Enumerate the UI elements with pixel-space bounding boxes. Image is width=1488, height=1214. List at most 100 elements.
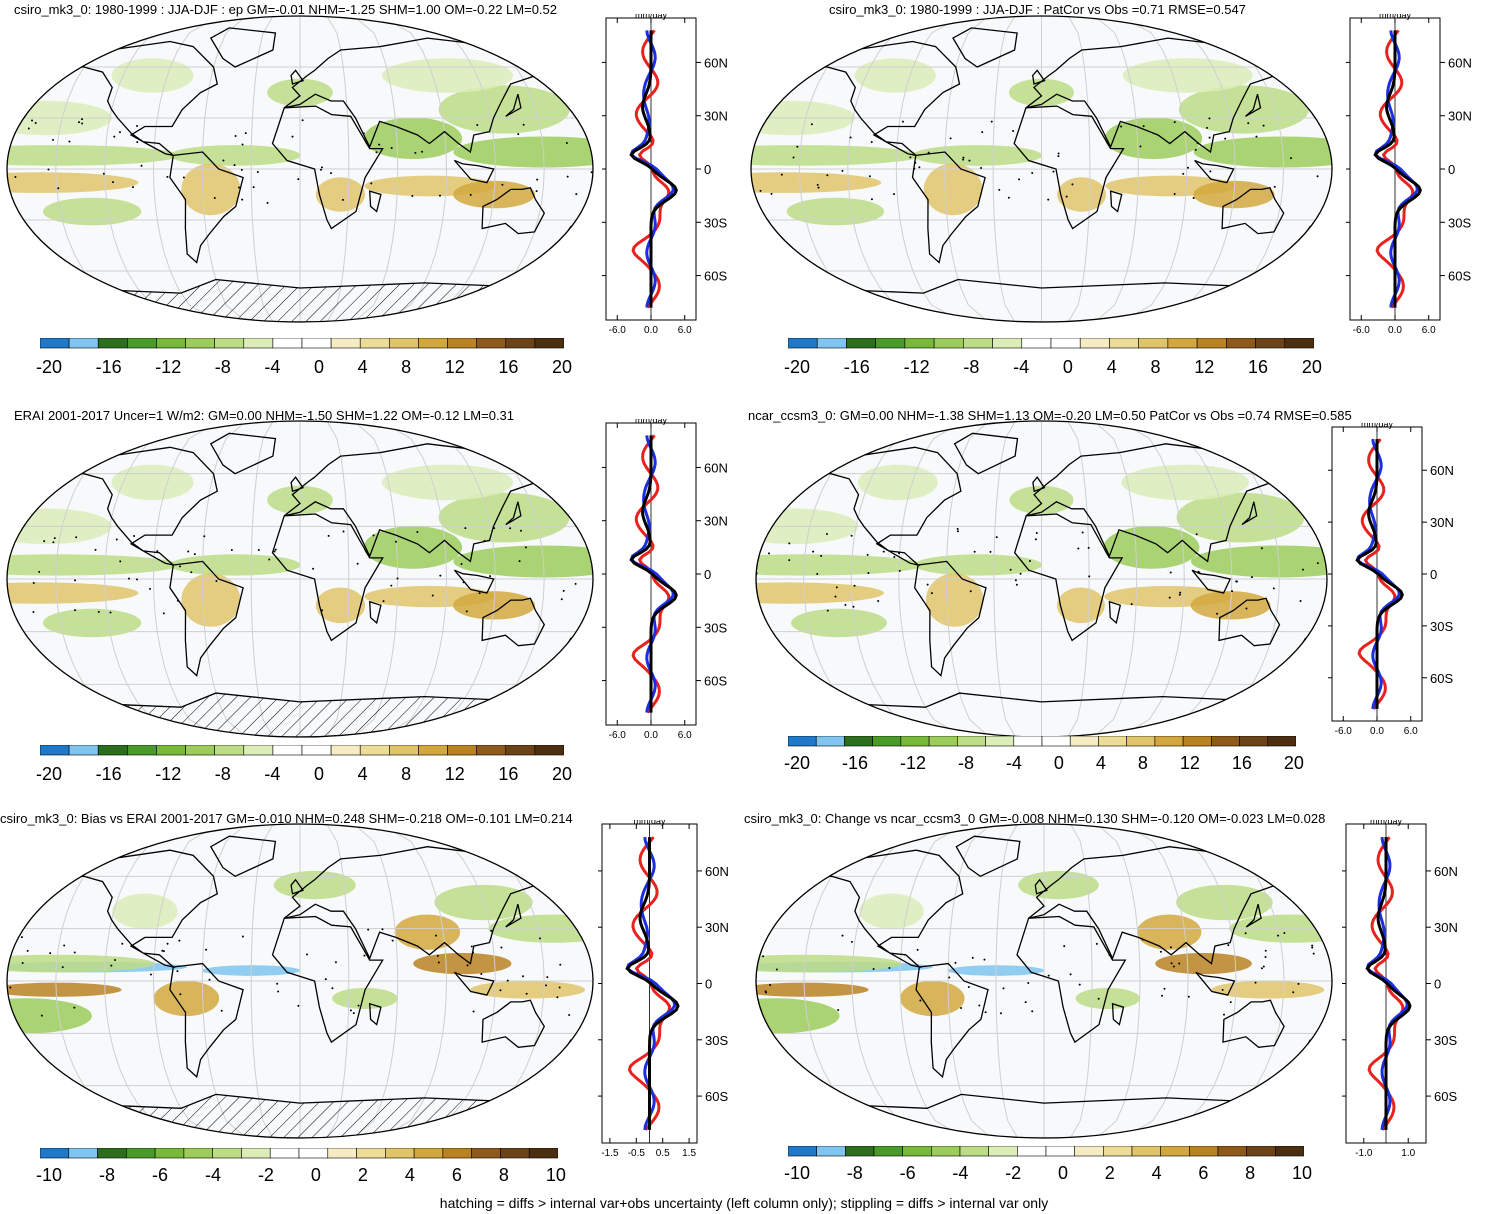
colorbar-swatch xyxy=(156,745,186,756)
colorbar-swatch xyxy=(269,1148,300,1159)
anomaly-patch xyxy=(1103,526,1200,569)
colorbar-label: 8 xyxy=(1137,753,1148,773)
zonal-unit-label: mm/day xyxy=(633,820,666,826)
colorbar-swatch xyxy=(1275,1146,1304,1157)
coastline xyxy=(271,915,384,1044)
colorbar-swatch xyxy=(40,745,70,756)
colorbar-label: 0 xyxy=(313,357,324,377)
world-map xyxy=(6,823,594,1139)
colorbar-swatch xyxy=(442,1148,472,1159)
coastline xyxy=(952,27,1018,68)
colorbar-swatch xyxy=(845,1146,875,1157)
colorbar-swatch xyxy=(212,1148,242,1159)
zonal-mean-plot: 60N 30N 0 30S 60S -1.0 1.0 mm/day xyxy=(1342,820,1458,1159)
colorbar-label: 12 xyxy=(1194,357,1215,377)
coastline xyxy=(271,513,384,642)
colorbar-swatch xyxy=(126,1148,156,1159)
colorbar-swatch xyxy=(418,338,448,349)
anomaly-patch xyxy=(7,582,139,604)
colorbar-swatch xyxy=(330,745,361,756)
panel-title: csiro_mk3_0: 1980-1999 : JJA-DJF : PatCo… xyxy=(829,2,1246,17)
zonal-x-tick-label: -6.0 xyxy=(1335,726,1353,737)
colorbar-label: 0 xyxy=(313,764,324,784)
anomaly-patch xyxy=(42,608,142,638)
colorbar-label: -8 xyxy=(214,357,231,377)
zonal-x-tick-label: 1.5 xyxy=(682,1148,696,1159)
anomaly-patch xyxy=(169,554,301,576)
colorbar-swatch xyxy=(816,338,847,349)
coastline xyxy=(1221,186,1285,235)
colorbar-swatch xyxy=(330,338,361,349)
colorbar-labels: -20 -16 -12 -8 -4 0 4 8 12 16 20 xyxy=(36,764,572,785)
colorbar-label: -12 xyxy=(903,357,930,377)
anomaly-patch xyxy=(923,163,983,216)
coastline xyxy=(1245,94,1262,117)
coastline xyxy=(1032,69,1046,85)
colorbar-label: 8 xyxy=(401,357,412,377)
colorbar-swatch xyxy=(97,338,128,349)
colorbar xyxy=(40,745,564,756)
zonal-x-tick-label: 0.5 xyxy=(656,1148,670,1159)
zonal-x-tick-label: -0.5 xyxy=(628,1148,646,1159)
coastline xyxy=(505,501,522,526)
anomaly-patch xyxy=(756,998,840,1034)
colorbar-label: -12 xyxy=(155,764,182,784)
coastline xyxy=(60,849,219,969)
zonal-mean-blue-line xyxy=(1365,836,1409,1131)
anomaly-patch xyxy=(381,464,514,501)
colorbar-label: -8 xyxy=(963,357,980,377)
colorbar-swatch xyxy=(931,1146,961,1157)
colorbar-label: -8 xyxy=(98,1165,115,1185)
colorbar-swatch xyxy=(447,745,477,756)
colorbar-swatch xyxy=(1246,1146,1276,1157)
zonal-x-tick-label: 6.0 xyxy=(678,730,692,741)
coastline xyxy=(271,105,384,230)
colorbar xyxy=(788,1146,1304,1157)
anomaly-patch xyxy=(315,587,366,624)
coastline xyxy=(1025,443,1284,563)
anomaly-patch xyxy=(1178,85,1309,134)
zonal-mean-blue-line xyxy=(629,435,675,713)
lat-tick-label: 60S xyxy=(1434,1089,1457,1104)
lat-tick-label: 30S xyxy=(1434,1033,1457,1048)
colorbar-swatch xyxy=(505,745,536,756)
coastline xyxy=(799,278,1284,322)
coastline xyxy=(1195,971,1236,996)
colorbar-labels: -20 -16 -12 -8 -4 0 4 8 12 16 20 xyxy=(784,753,1304,774)
colorbar-label: -20 xyxy=(36,357,63,377)
coastline xyxy=(290,878,305,895)
colorbar-label: 16 xyxy=(1231,753,1252,773)
lat-tick-label: 30N xyxy=(1430,515,1454,530)
colorbar-swatch xyxy=(816,1146,846,1157)
anomaly-patch xyxy=(1211,980,1325,999)
colorbar-swatch xyxy=(127,338,157,349)
colorbar-label: -16 xyxy=(841,753,868,773)
coastline xyxy=(169,560,244,677)
coastline xyxy=(1013,513,1124,642)
colorbar-label: -4 xyxy=(1013,357,1030,377)
colorbar-label: 16 xyxy=(498,764,519,784)
colorbar-swatch xyxy=(385,1148,415,1159)
zonal-unit-label: mm/day xyxy=(635,14,668,20)
anomaly-patch xyxy=(1122,58,1253,93)
lat-tick-label: 30S xyxy=(1448,215,1471,230)
anomaly-patch xyxy=(381,58,514,93)
lat-tick-label: 60S xyxy=(1448,269,1471,284)
colorbar-swatch xyxy=(1074,1146,1104,1157)
zonal-mean-black-line xyxy=(1355,439,1404,709)
coastline xyxy=(290,476,305,493)
zonal-mean-plot: 60N 30N 0 30S 60S -1.5 -0.5 0.5 1.5 mm/day xyxy=(598,820,729,1159)
lat-tick-label: 60S xyxy=(705,1089,728,1104)
anomaly-patch xyxy=(786,197,885,226)
lat-tick-label: 60S xyxy=(704,674,727,689)
zonal-unit-label: mm/day xyxy=(1370,820,1403,826)
colorbar-label: -4 xyxy=(1005,753,1022,773)
world-map xyxy=(6,420,594,738)
colorbar-label: -16 xyxy=(843,357,870,377)
lat-tick-label: 0 xyxy=(705,977,712,992)
zonal-x-tick-label: 6.0 xyxy=(1422,325,1436,336)
colorbar-swatch xyxy=(97,1148,127,1159)
lat-tick-label: 60N xyxy=(1448,55,1472,70)
colorbar-swatch xyxy=(40,1148,70,1159)
colorbar-label: 0 xyxy=(1053,753,1064,773)
